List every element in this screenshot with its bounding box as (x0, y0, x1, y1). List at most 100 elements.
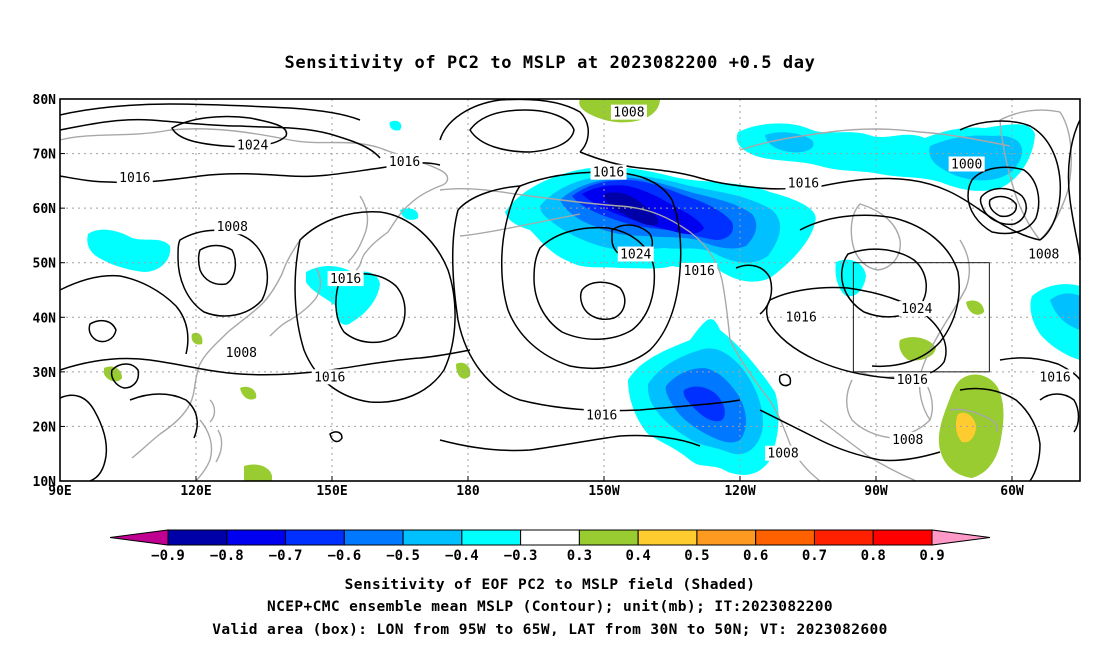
coastline-north-america-west (729, 339, 821, 482)
contour-label-background (889, 432, 926, 448)
colorbar-tick-label: −0.3 (504, 548, 538, 564)
mslp-contour (979, 187, 1027, 226)
x-tick-label: 180 (456, 484, 480, 499)
contour-label-background (327, 271, 364, 287)
contour-label-background (386, 153, 423, 169)
contour-label: 1008 (1025, 246, 1062, 263)
mslp-contour (335, 273, 406, 344)
coastline-indochina (195, 419, 213, 482)
colorbar: −0.9 −0.8 −0.7 −0.6 −0.5 −0.4 −0.3 0.3 0.4 0.5 0.6… (109, 529, 991, 564)
shading-negative-region (604, 192, 659, 226)
mslp-contour (967, 166, 1040, 235)
colorbar-bin (285, 529, 345, 546)
contour-label-text: 1024 (620, 248, 651, 263)
contour-label-text: 1016 (1039, 370, 1070, 385)
mslp-contour (959, 120, 1062, 241)
shading-positive-region (955, 412, 976, 443)
colorbar-tick-label: −0.6 (327, 548, 361, 564)
colorbar-tick-label: −0.9 (151, 548, 185, 564)
shading-negative-region (87, 229, 171, 272)
contour-label-background (898, 301, 935, 317)
contour-label: 1016 (1037, 369, 1074, 385)
map-panel: 1008 1024 1016 1016 1008 1016 1016 1000 1008 1024… (33, 93, 1081, 499)
coastline-asia (59, 128, 449, 271)
mslp-contour (999, 357, 1081, 381)
coastlines (59, 109, 1072, 482)
contour-label-text: 1016 (330, 272, 361, 287)
contour-label: 1016 (894, 372, 931, 388)
coastline-taiwan-philippines (209, 399, 223, 463)
coastline-greenland (999, 109, 1072, 241)
contour-label-text: 1016 (389, 155, 420, 170)
coastline-kamchatka (347, 195, 369, 263)
colorbar-upper-triangle (931, 529, 991, 546)
colorbar-bin (226, 529, 287, 546)
contour-label-background (1037, 369, 1074, 385)
contour-label: 1016 (583, 407, 620, 424)
contour-label-text: 1008 (892, 433, 923, 448)
contour-label: 1008 (223, 344, 260, 361)
contour-label-text: 1016 (786, 310, 817, 325)
contour-label-background (948, 156, 985, 172)
contour-label: 1016 (681, 262, 718, 279)
mslp-contour (59, 103, 361, 121)
mslp-contour (329, 431, 343, 443)
contour-label: 1016 (783, 309, 820, 325)
colorbar-tick-label: −0.8 (210, 548, 244, 564)
y-tick-label: 70N (33, 148, 57, 163)
mslp-contour (59, 274, 189, 355)
contour-label-background (234, 137, 271, 153)
mslp-contour (171, 115, 288, 148)
y-tick-label: 10N (33, 475, 57, 490)
shading-positive-region (456, 362, 471, 379)
coastline-hudson-bay (850, 203, 901, 271)
x-tick-label: 90E (48, 484, 71, 499)
contour-label-text: 1016 (119, 171, 150, 186)
figure-title: Sensitivity of PC2 to MSLP at 2023082200… (285, 53, 816, 73)
x-tick-label: 120E (180, 484, 211, 499)
shading-negative-region (389, 120, 402, 131)
shading-positive-region (104, 366, 122, 382)
shading-negative-region (1050, 293, 1080, 330)
contour-label-background (617, 246, 654, 262)
contour-label: 1016 (311, 369, 348, 385)
mslp-contour (88, 319, 117, 343)
colorbar-bin (343, 529, 404, 546)
contour-labels: 1008 1024 1016 1016 1008 1016 1016 1000 1008 1024… (116, 104, 1074, 462)
contour-label-text: 1008 (767, 447, 798, 462)
x-axis-ticks: 90E 120E 150E 180 150W 120W 90W 60W (48, 476, 1024, 499)
colorbar-tick-label: −0.5 (386, 548, 420, 564)
mslp-contour (129, 393, 199, 439)
x-tick-label: 150E (316, 484, 347, 499)
colorbar-tick-label: 0.4 (626, 548, 651, 564)
contour-label-background (1025, 246, 1062, 262)
contour-label: 1008 (765, 445, 802, 462)
contour-label: 1016 (386, 153, 423, 170)
shading-positive-region (244, 464, 272, 481)
shading-positive-region (966, 300, 984, 315)
contour-label-text: 1016 (314, 370, 345, 385)
colorbar-tick-label: 0.3 (567, 548, 592, 564)
colorbar-bin (578, 529, 639, 546)
y-tick-label: 60N (33, 202, 57, 217)
colorbar-lower-triangle (109, 529, 169, 546)
y-tick-label: 50N (33, 257, 57, 272)
contour-label-text: 1008 (217, 220, 248, 235)
y-axis-ticks: 10N 20N 30N 40N 50N 60N 70N 80N (33, 93, 65, 490)
contour-label-text: 1016 (593, 166, 624, 181)
mslp-contour (1039, 393, 1080, 433)
contour-label-text: 1008 (1028, 248, 1059, 263)
caption-line-3: Valid area (box): LON from 95W to 65W, L… (212, 622, 888, 638)
x-tick-label: 60W (1000, 484, 1024, 499)
mslp-contour (778, 373, 792, 387)
shading-negative-region (765, 132, 814, 153)
contour-label-text: 1016 (788, 177, 819, 192)
x-tick-label: 90W (864, 484, 888, 499)
contour-label-background (583, 407, 620, 423)
caption-line-2: NCEP+CMC ensemble mean MSLP (Contour); u… (267, 599, 833, 615)
contour-label: 1016 (116, 170, 153, 186)
colorbar-tick-label: −0.7 (269, 548, 303, 564)
map-frame (59, 98, 1081, 482)
colorbar-bin (402, 529, 463, 546)
contour-label-background (783, 309, 820, 325)
